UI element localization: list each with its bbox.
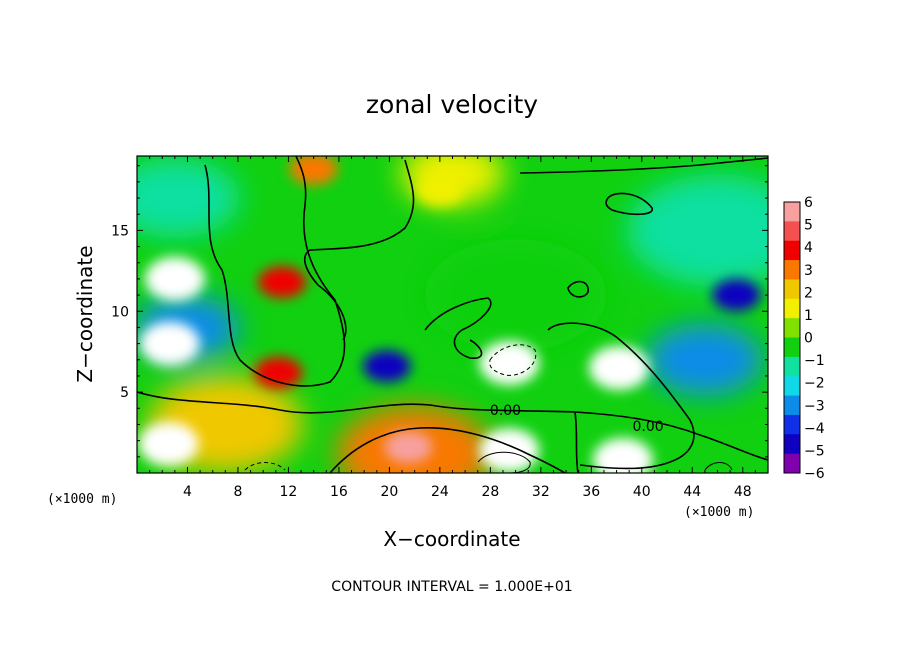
zero-contour-bottom xyxy=(329,427,566,473)
colorbar-swatch xyxy=(784,202,800,222)
x-tick-label: 44 xyxy=(683,484,701,500)
zero-contour-lower xyxy=(137,391,768,461)
heatmap-feature xyxy=(479,341,540,386)
x-tick-label: 8 xyxy=(233,484,242,500)
colorbar-label: 0 xyxy=(804,331,813,347)
zero-contour-left xyxy=(204,156,346,387)
x-tick-label: 32 xyxy=(532,484,550,500)
pos-contour-right-bottom xyxy=(704,462,733,471)
contour-label: 0.00 xyxy=(490,403,521,419)
y-tick-label: 15 xyxy=(111,223,129,239)
chart-title: zonal velocity xyxy=(366,90,538,119)
x-tick-label: 36 xyxy=(582,484,600,500)
colorbar-label: −1 xyxy=(804,353,825,369)
contour-lines xyxy=(137,156,768,473)
x-tick-label: 16 xyxy=(330,484,348,500)
heatmap-feature xyxy=(592,438,653,473)
colorbar-frame xyxy=(783,201,801,474)
colorbar-label: 2 xyxy=(804,285,813,301)
x-unit-left: (×1000 m) xyxy=(47,492,117,507)
colorbar-label: −3 xyxy=(804,398,825,414)
colorbar-swatch xyxy=(784,453,800,474)
y-tick-label: 5 xyxy=(120,385,129,401)
colorbar-swatch xyxy=(784,376,800,397)
contour-interval-note: CONTOUR INTERVAL = 1.000E+01 xyxy=(331,579,572,595)
heatmap-feature xyxy=(712,279,761,312)
contour-label: 0.00 xyxy=(633,419,664,435)
neg-contour-dashed-2 xyxy=(244,462,286,471)
colorbar-label: −4 xyxy=(804,421,825,437)
zero-contour-small-1 xyxy=(567,280,589,298)
colorbar-label: 3 xyxy=(804,263,813,279)
colorbar-swatch xyxy=(784,337,800,358)
zero-contour-upper xyxy=(303,159,415,341)
heatmap-feature xyxy=(138,421,199,466)
x-tick-label: 20 xyxy=(380,484,398,500)
zero-contour-island xyxy=(605,192,653,216)
colorbar-swatch xyxy=(784,395,800,416)
zero-contour-mid xyxy=(424,297,492,359)
colorbar-swatch xyxy=(784,240,800,261)
colorbar-label: 4 xyxy=(804,240,813,256)
colorbar-label: −6 xyxy=(804,466,825,482)
colorbar-swatch xyxy=(784,414,800,435)
colorbar-swatch xyxy=(784,318,800,338)
colorbar-label: −5 xyxy=(804,443,825,459)
heatmap-feature xyxy=(258,266,307,299)
x-axis-label: X−coordinate xyxy=(383,527,520,551)
zero-contour-top-right xyxy=(519,157,768,174)
y-tick-label: 10 xyxy=(111,304,129,320)
x-tick-label: 28 xyxy=(481,484,499,500)
x-tick-label: 12 xyxy=(280,484,298,500)
colorbar-label: 5 xyxy=(804,218,813,234)
heatmap-feature xyxy=(384,431,433,464)
colorbar-label: −2 xyxy=(804,376,825,392)
colorbar-swatch xyxy=(784,279,800,300)
zero-contour-right xyxy=(547,322,695,470)
pos-contour-solid-small xyxy=(477,451,531,473)
heatmap-feature xyxy=(289,156,338,185)
colorbar-swatch xyxy=(784,434,800,455)
heatmap-feature xyxy=(144,256,205,301)
x-tick-label: 24 xyxy=(431,484,449,500)
x-tick-label: 48 xyxy=(734,484,752,500)
heatmap-feature xyxy=(139,321,200,366)
colorbar-swatch xyxy=(784,298,800,319)
x-unit-right: (×1000 m) xyxy=(684,505,754,520)
y-axis-label: Z−coordinate xyxy=(73,245,97,382)
colorbar-swatch xyxy=(784,221,800,242)
colorbar: 6 5 4 3 2 1 0 −1 −2 −3 −4 −5 −6 xyxy=(783,195,825,482)
heatmap-feature xyxy=(589,345,650,390)
heatmap-feature xyxy=(362,350,411,383)
colorbar-swatch xyxy=(784,356,800,377)
colorbar-label: 6 xyxy=(804,195,813,211)
neg-contour-dashed-1 xyxy=(489,344,537,376)
x-tick-label: 4 xyxy=(183,484,192,500)
zero-contour-vertical xyxy=(574,411,579,473)
x-tick-label: 40 xyxy=(633,484,651,500)
colorbar-label: 1 xyxy=(804,308,813,324)
colorbar-swatch xyxy=(784,260,800,280)
heatmap-feature xyxy=(254,356,303,389)
contour-labels: 0.00 0.00 xyxy=(490,403,664,435)
heatmap-feature xyxy=(415,173,464,206)
